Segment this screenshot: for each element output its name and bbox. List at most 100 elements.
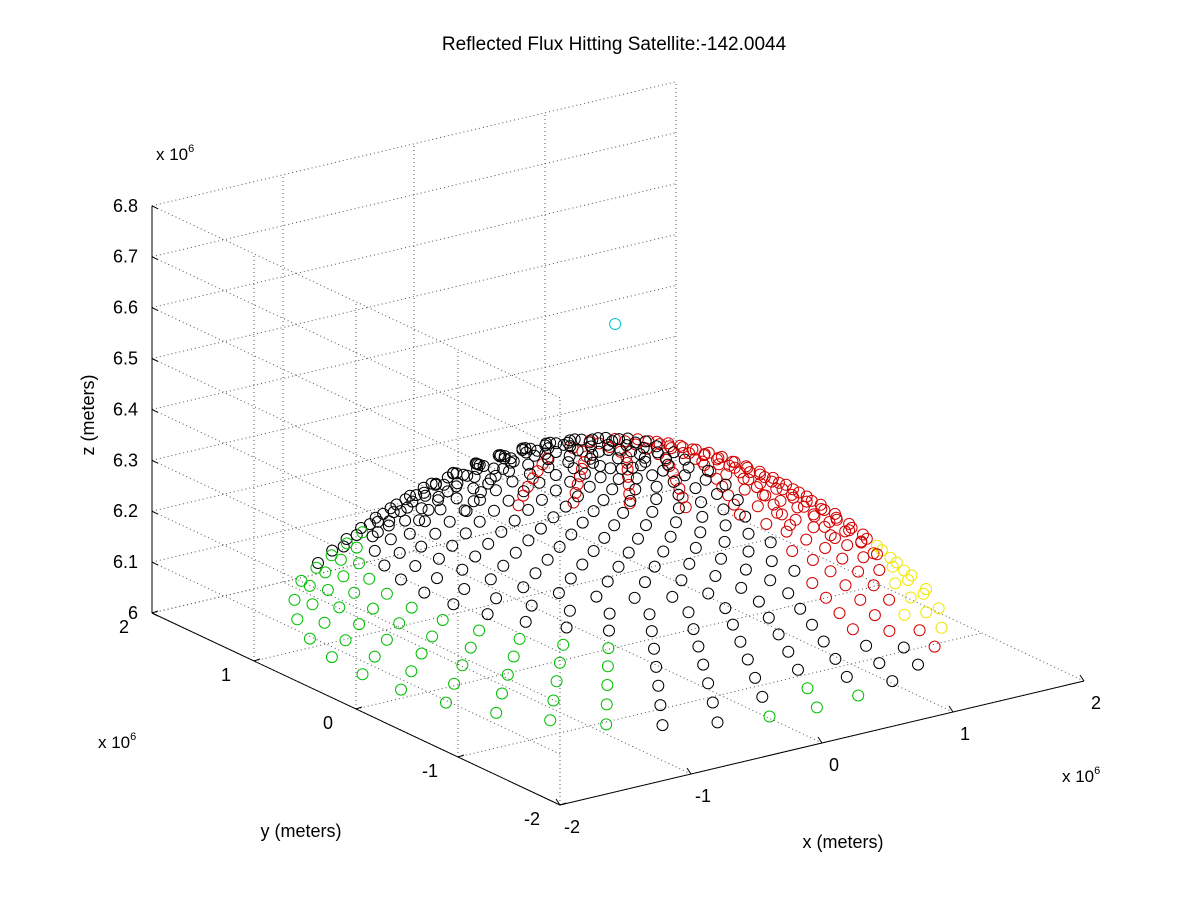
y-axis-label: y (meters) xyxy=(261,821,342,841)
surface-point xyxy=(846,623,859,636)
surface-point xyxy=(563,604,576,617)
surface-point xyxy=(829,652,842,665)
surface-point xyxy=(563,434,576,447)
surface-point xyxy=(430,477,442,490)
back-wall-grid-line-z xyxy=(151,234,677,359)
surface-point xyxy=(912,658,924,671)
surface-point xyxy=(557,638,570,651)
surface-point xyxy=(587,505,600,518)
surface-point xyxy=(393,546,406,559)
surface-point xyxy=(560,621,573,634)
surface-point xyxy=(413,514,426,527)
surface-point xyxy=(525,599,538,612)
surface-point xyxy=(456,563,469,576)
surface-point xyxy=(770,482,783,495)
surface-point xyxy=(819,542,832,554)
surface-point xyxy=(628,591,641,604)
surface-point xyxy=(823,516,836,528)
surface-point xyxy=(741,653,754,666)
labels: Reflected Flux Hitting Satellite:-142.00… xyxy=(78,34,1101,852)
surface-point xyxy=(686,443,699,456)
surface-point xyxy=(418,586,431,599)
surface-point xyxy=(786,545,799,557)
surface-point xyxy=(513,632,526,645)
surface-point xyxy=(350,541,363,554)
surface-point xyxy=(623,487,636,500)
surface-point xyxy=(390,498,403,511)
surface-point xyxy=(734,635,747,648)
surface-point xyxy=(640,519,652,532)
surface-point xyxy=(522,534,535,547)
surface-point xyxy=(757,489,769,501)
surface-point xyxy=(524,442,537,455)
surface-point xyxy=(782,587,795,600)
surface-point xyxy=(683,557,696,570)
surface-point xyxy=(648,642,660,655)
surface-point xyxy=(601,575,614,588)
z-tick-label: 6.8 xyxy=(113,196,138,216)
surface-point xyxy=(765,555,778,568)
surface-point xyxy=(743,466,756,479)
surface-point xyxy=(356,526,369,539)
surface-point xyxy=(776,483,789,496)
surface-point xyxy=(663,460,676,472)
surface-point xyxy=(601,679,614,691)
surface-point xyxy=(484,473,497,486)
surface-point xyxy=(760,518,773,530)
surface-point xyxy=(800,490,813,503)
surface-point xyxy=(350,529,363,541)
surface-point xyxy=(401,501,414,514)
surface-point xyxy=(698,449,710,462)
chart-title: Reflected Flux Hitting Satellite:-142.00… xyxy=(442,34,787,55)
surface-point xyxy=(840,670,853,683)
surface-point xyxy=(756,690,769,703)
back-wall-grid-line-z xyxy=(151,335,677,461)
surface-point xyxy=(771,506,784,519)
surface-point xyxy=(752,595,765,608)
surface-point xyxy=(652,679,665,692)
surface-point xyxy=(679,501,692,514)
z-tick-label: 6.2 xyxy=(113,501,138,521)
surface-point xyxy=(629,483,642,496)
surface-point xyxy=(653,438,666,451)
surface-point xyxy=(528,449,541,462)
surface-point xyxy=(717,503,730,516)
surface-point xyxy=(484,573,497,586)
surface-point xyxy=(567,496,580,509)
surface-point xyxy=(467,495,480,508)
surface-point xyxy=(469,550,482,563)
x-axis-label: x (meters) xyxy=(803,832,884,852)
surface-point xyxy=(547,511,560,524)
surface-point xyxy=(718,535,731,548)
surface-point xyxy=(522,458,535,471)
z-tick xyxy=(151,561,159,566)
x-exponent-superscript: 6 xyxy=(1094,765,1100,777)
surface-point xyxy=(852,565,865,578)
surface-point xyxy=(508,514,521,527)
y-tick-label: 0 xyxy=(323,713,333,733)
surface-point xyxy=(552,587,565,599)
surface-point xyxy=(458,583,471,595)
surface-point xyxy=(559,500,572,513)
surface-point xyxy=(517,485,530,498)
surface-point xyxy=(711,488,723,500)
surface-point xyxy=(800,533,813,546)
surface-point xyxy=(889,577,902,590)
surface-point xyxy=(356,668,369,681)
x-tick-label: 2 xyxy=(1091,693,1101,713)
data-points xyxy=(288,318,948,732)
surface-point xyxy=(487,462,500,475)
y-tick-label: 1 xyxy=(221,665,231,685)
surface-point xyxy=(419,489,432,502)
z-tick xyxy=(151,307,159,312)
surface-point xyxy=(852,689,865,702)
surface-point xyxy=(523,467,536,480)
surface-point xyxy=(512,499,525,512)
surface-point xyxy=(661,458,674,471)
surface-point xyxy=(450,480,463,493)
surface-point xyxy=(403,527,416,540)
surface-point xyxy=(758,471,771,484)
surface-point xyxy=(371,515,384,528)
y-tick-label: -2 xyxy=(524,809,540,829)
z-tick xyxy=(151,205,159,210)
